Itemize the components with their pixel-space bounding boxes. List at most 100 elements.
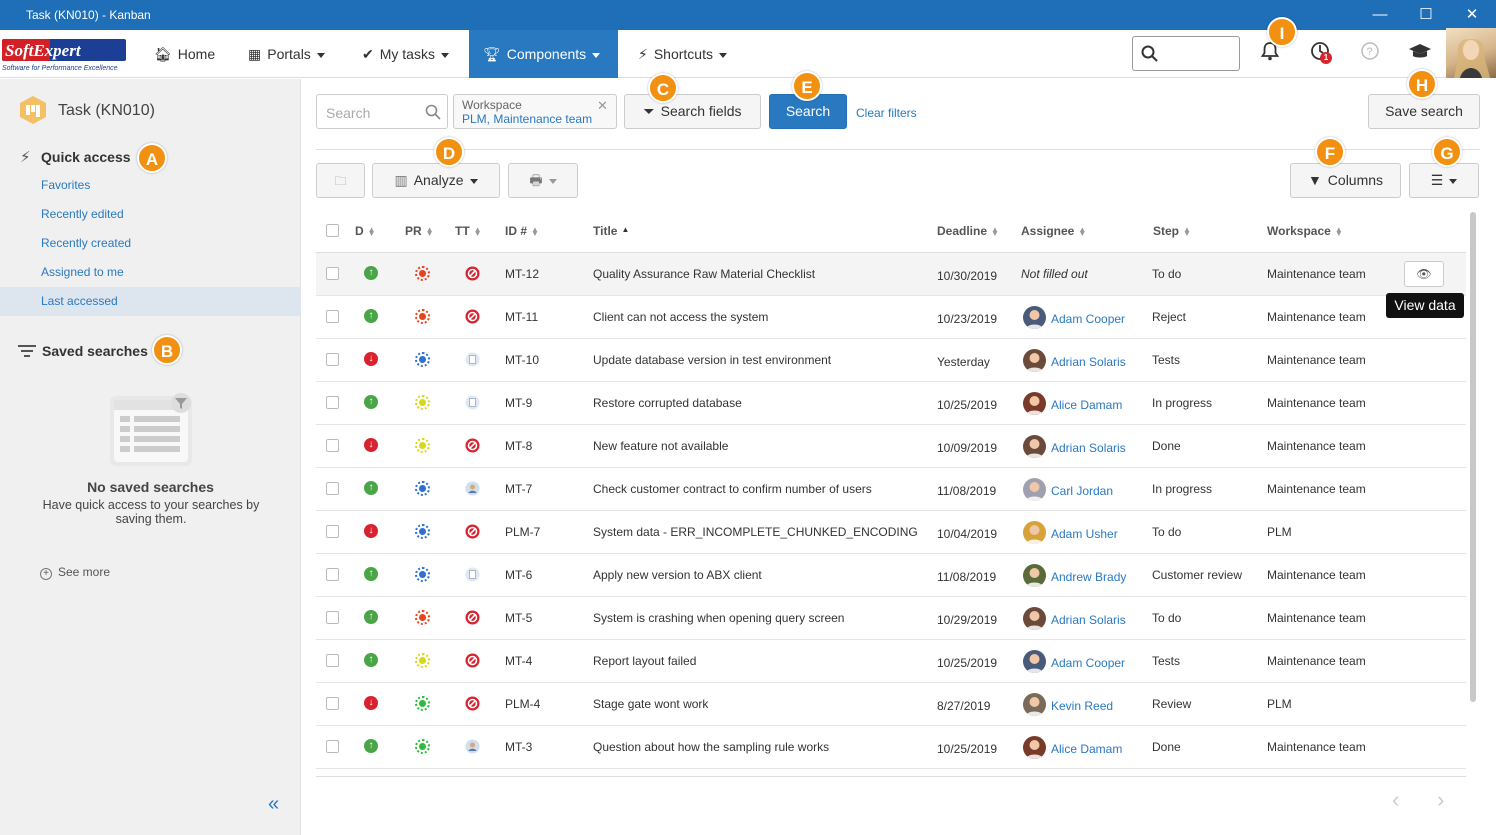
column-header-assignee[interactable]: Assignee ▲ ▼ <box>1021 224 1086 238</box>
assignee-link[interactable]: Kevin Reed <box>1051 699 1114 713</box>
task-title[interactable]: New feature not available <box>593 439 729 453</box>
assignee-link[interactable]: Adrian Solaris <box>1051 441 1126 455</box>
nav-shortcuts[interactable]: ⚡︎ Shortcuts <box>624 30 741 78</box>
columns-button[interactable]: ▼ Columns <box>1290 163 1401 198</box>
table-row[interactable]: ↑ MT-5 System is crashing when opening que… <box>316 597 1466 640</box>
row-checkbox[interactable] <box>326 310 339 323</box>
table-row[interactable]: ↓ PLM-4 Stage gate wont work 8/27/2019 Kevin… <box>316 683 1466 726</box>
column-header-d[interactable]: D ▲ ▼ <box>355 224 376 238</box>
assignee-link[interactable]: Adrian Solaris <box>1051 355 1126 369</box>
clear-filters-link[interactable]: Clear filters <box>856 106 917 120</box>
assignee-link[interactable]: Adrian Solaris <box>1051 613 1126 627</box>
clock-alert-icon[interactable]: 1 <box>1307 40 1333 66</box>
task-title[interactable]: Check customer contract to confirm numbe… <box>593 482 872 496</box>
task-title[interactable]: Question about how the sampling rule wor… <box>593 740 830 754</box>
collapse-sidebar-icon[interactable]: « <box>268 793 280 815</box>
sidebar-item-recently-edited[interactable]: Recently edited <box>41 207 124 221</box>
task-deadline: 10/23/2019 <box>937 312 998 326</box>
table-row[interactable]: ↑ MT-6 Apply new version to ABX client 11/0… <box>316 554 1466 597</box>
minimize-icon[interactable]: — <box>1372 6 1388 23</box>
search-button[interactable]: Search <box>769 94 847 129</box>
nav-my-tasks[interactable]: ✔ My tasks <box>348 30 463 78</box>
help-icon[interactable]: ? <box>1357 40 1383 66</box>
row-checkbox[interactable] <box>326 697 339 710</box>
assignee-link[interactable]: Andrew Brady <box>1051 570 1127 584</box>
next-page-icon[interactable]: › <box>1437 787 1445 812</box>
assignee-link[interactable]: Adam Cooper <box>1051 312 1126 326</box>
column-header-deadline[interactable]: Deadline ▲ ▼ <box>937 224 999 238</box>
column-header-pr[interactable]: PR ▲ ▼ <box>405 224 434 238</box>
table-row[interactable]: ↓ MT-10 Update database version in test en… <box>316 339 1466 382</box>
sidebar-item-favorites[interactable]: Favorites <box>41 178 91 192</box>
folder-button[interactable]: 🗀︎ <box>316 163 365 198</box>
table-row[interactable]: ↑ MT-7 Check customer contract to confirm … <box>316 468 1466 511</box>
sidebar-item-recently-created[interactable]: Recently created <box>41 236 132 250</box>
row-checkbox[interactable] <box>326 611 339 624</box>
print-button[interactable]: 🖶︎ <box>508 163 578 198</box>
view-mode-button[interactable]: ☰ <box>1409 163 1479 198</box>
arrow-up-icon: ↑ <box>364 309 378 323</box>
assignee-link[interactable]: Carl Jordan <box>1051 484 1114 498</box>
priority-icon <box>415 567 430 582</box>
sidebar-item-assigned-to-me[interactable]: Assigned to me <box>41 265 124 279</box>
column-header-workspace[interactable]: Workspace ▲ ▼ <box>1267 224 1343 238</box>
softexpert-logo[interactable]: SoftExpert Software for Performance Exce… <box>2 36 130 72</box>
global-search-input[interactable] <box>1132 36 1240 71</box>
sidebar-item-last-accessed[interactable]: Last accessed <box>41 294 118 308</box>
table-row[interactable]: ↑ MT-3 Question about how the sampling rul… <box>316 726 1466 769</box>
table-row[interactable]: ↑ MT-12 Quality Assurance Raw Material Che… <box>316 253 1466 296</box>
column-header-tt[interactable]: TT ▲ ▼ <box>455 224 482 238</box>
task-title[interactable]: Client can not access the system <box>593 310 769 324</box>
assignee-link[interactable]: Alice Damam <box>1051 742 1123 756</box>
task-title[interactable]: Update database version in test environm… <box>593 353 832 367</box>
column-header-title[interactable]: Title ▲ <box>593 224 629 238</box>
nav-components[interactable]: 🏆︎ Components <box>469 30 618 78</box>
see-more-link[interactable]: + See more <box>40 565 110 580</box>
row-checkbox[interactable] <box>326 525 339 538</box>
view-data-button[interactable]: 👁︎ <box>1404 261 1444 287</box>
row-checkbox[interactable] <box>326 267 339 280</box>
table-row[interactable]: ↑ MT-4 Report layout failed 10/25/2019 Adam … <box>316 640 1466 683</box>
callout-badge-c: C <box>648 73 678 103</box>
search-fields-button[interactable]: ⏷ Search fields <box>624 94 761 129</box>
task-title[interactable]: Restore corrupted database <box>593 396 742 410</box>
row-checkbox[interactable] <box>326 654 339 667</box>
task-title[interactable]: System is crashing when opening query sc… <box>593 611 845 625</box>
save-search-button[interactable]: Save search <box>1368 94 1480 129</box>
workspace-filter-chip[interactable]: Workspace PLM, Maintenance team ✕ <box>453 94 617 129</box>
task-title[interactable]: Report layout failed <box>593 654 697 668</box>
row-checkbox[interactable] <box>326 568 339 581</box>
column-header-step[interactable]: Step ▲ ▼ <box>1153 224 1191 238</box>
task-title[interactable]: Stage gate wont work <box>593 697 709 711</box>
user-avatar[interactable] <box>1446 28 1496 78</box>
select-all-checkbox[interactable] <box>326 224 339 237</box>
row-checkbox[interactable] <box>326 482 339 495</box>
close-icon[interactable]: ✕ <box>1465 6 1479 23</box>
column-header-id[interactable]: ID # ▲ ▼ <box>505 224 539 238</box>
saved-searches-heading[interactable]: Saved searches <box>42 343 148 359</box>
table-row[interactable]: ↓ MT-8 New feature not available 10/09/2019… <box>316 425 1466 468</box>
assignee-link[interactable]: Adam Usher <box>1051 527 1118 541</box>
task-title[interactable]: Quality Assurance Raw Material Checklist <box>593 267 816 281</box>
row-checkbox[interactable] <box>326 353 339 366</box>
quick-access-heading[interactable]: Quick access <box>41 149 131 165</box>
nav-home[interactable]: 🏠︎ Home <box>140 30 229 78</box>
search-input[interactable]: Search <box>316 94 448 129</box>
table-row[interactable]: ↑ MT-9 Restore corrupted database 10/25/201… <box>316 382 1466 425</box>
table-row[interactable]: ↑ MT-11 Client can not access the system 10… <box>316 296 1466 339</box>
maximize-icon[interactable]: ☐ <box>1419 6 1433 23</box>
nav-portals[interactable]: ▦ Portals <box>234 30 339 78</box>
table-row[interactable]: ↓ PLM-7 System data - ERR_INCOMPLETE_CHUNK… <box>316 511 1466 554</box>
row-checkbox[interactable] <box>326 740 339 753</box>
prev-page-icon[interactable]: ‹ <box>1392 787 1400 812</box>
assignee-link[interactable]: Alice Damam <box>1051 398 1123 412</box>
remove-filter-icon[interactable]: ✕ <box>597 98 608 113</box>
assignee-link[interactable]: Adam Cooper <box>1051 656 1126 670</box>
row-checkbox[interactable] <box>326 396 339 409</box>
row-checkbox[interactable] <box>326 439 339 452</box>
task-title[interactable]: Apply new version to ABX client <box>593 568 762 582</box>
graduation-cap-icon[interactable] <box>1407 40 1433 66</box>
task-title[interactable]: System data - ERR_INCOMPLETE_CHUNKED_ENC… <box>593 525 918 539</box>
vertical-scrollbar[interactable] <box>1470 212 1476 702</box>
analyze-button[interactable]: ▥ Analyze <box>372 163 500 198</box>
